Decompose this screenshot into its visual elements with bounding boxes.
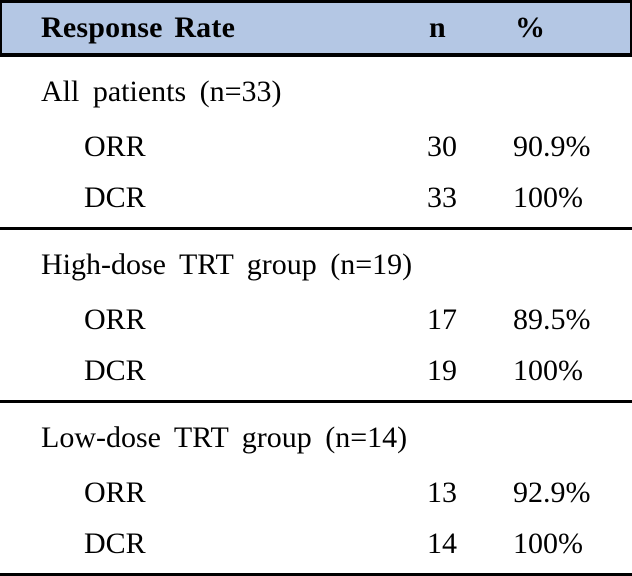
table-row: DCR 14 100% [0, 518, 632, 569]
column-header-percent: % [515, 11, 545, 44]
row-label: DCR [84, 180, 146, 214]
group-header-row: All patients (n=33) [0, 63, 632, 121]
row-percent-value: 100% [513, 353, 583, 387]
section-low-dose: Low-dose TRT group (n=14) ORR 13 92.9% D… [0, 403, 632, 576]
table-header-row: Response Rate n % [0, 0, 632, 57]
row-percent-value: 92.9% [513, 475, 591, 509]
section-all-patients: All patients (n=33) ORR 30 90.9% DCR 33 … [0, 57, 632, 230]
row-n-value: 19 [427, 353, 457, 387]
group-label: High-dose TRT group (n=19) [41, 248, 413, 281]
row-label: DCR [84, 353, 146, 387]
row-n-value: 33 [427, 180, 457, 214]
row-percent-value: 90.9% [513, 129, 591, 163]
row-percent-value: 89.5% [513, 302, 591, 336]
table-row: ORR 13 92.9% [0, 467, 632, 518]
group-header-row: Low-dose TRT group (n=14) [0, 409, 632, 467]
column-header-response-rate: Response Rate [41, 11, 236, 44]
row-n-value: 13 [427, 475, 457, 509]
section-high-dose: High-dose TRT group (n=19) ORR 17 89.5% … [0, 230, 632, 403]
row-label: ORR [84, 129, 146, 163]
row-n-value: 14 [427, 526, 457, 560]
table-row: DCR 33 100% [0, 172, 632, 223]
group-header-row: High-dose TRT group (n=19) [0, 236, 632, 294]
column-header-n: n [429, 11, 446, 44]
group-label: Low-dose TRT group (n=14) [41, 421, 408, 454]
table-row: ORR 30 90.9% [0, 121, 632, 172]
table-row: ORR 17 89.5% [0, 294, 632, 345]
row-n-value: 30 [427, 129, 457, 163]
table-row: DCR 19 100% [0, 345, 632, 396]
row-percent-value: 100% [513, 180, 583, 214]
row-percent-value: 100% [513, 526, 583, 560]
row-label: ORR [84, 475, 146, 509]
row-n-value: 17 [427, 302, 457, 336]
group-label: All patients (n=33) [41, 75, 282, 108]
row-label: ORR [84, 302, 146, 336]
row-label: DCR [84, 526, 146, 560]
